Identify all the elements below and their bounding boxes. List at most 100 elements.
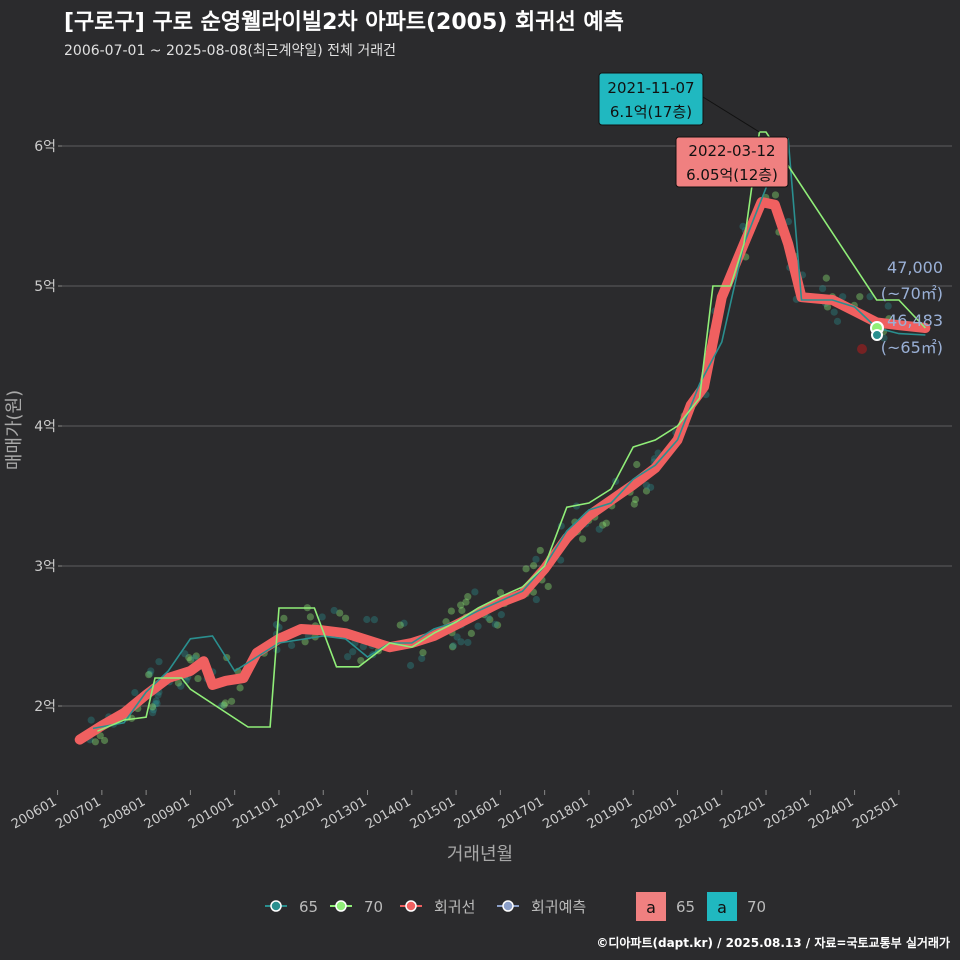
x-axis-ticks: 2006012007012008012009012010012011012012… xyxy=(9,790,901,832)
annotation-value-65: 6.05억(12층) xyxy=(686,166,778,184)
x-tick-label: 201201 xyxy=(275,794,325,832)
transaction-dot xyxy=(833,317,842,325)
x-tick-label: 201701 xyxy=(496,794,546,832)
y-tick-label: 3억 xyxy=(34,559,56,575)
transaction-dot xyxy=(301,638,309,646)
transaction-dot xyxy=(642,487,651,495)
transaction-dot xyxy=(406,661,415,670)
annotation-box-70 xyxy=(598,72,704,126)
transaction-dot xyxy=(218,702,226,710)
transaction-dot xyxy=(131,688,139,697)
annotation-date-70: 2021-11-07 xyxy=(607,79,694,97)
x-tick-label: 201501 xyxy=(408,794,458,832)
transaction-dot xyxy=(149,706,158,714)
transaction-dot xyxy=(557,556,565,564)
transaction-dot xyxy=(330,606,338,615)
transaction-dot xyxy=(288,641,296,649)
transaction-dot xyxy=(642,481,651,489)
transaction-dot xyxy=(151,700,159,708)
series-lines xyxy=(74,131,931,745)
transaction-dot xyxy=(344,653,352,661)
transaction-dot xyxy=(532,595,540,604)
x-tick-label: 202401 xyxy=(806,794,856,832)
legend-label-glyph: a xyxy=(646,898,656,917)
transaction-dot xyxy=(449,642,457,650)
transaction-dot xyxy=(839,293,847,301)
x-tick-label: 201801 xyxy=(540,794,590,832)
transaction-dot xyxy=(96,732,104,740)
transaction-dot xyxy=(419,649,427,657)
transaction-dot xyxy=(866,293,874,301)
legend: 65 70 회귀선 회귀예측 a 65 a 70 xyxy=(265,892,766,921)
annotation-value-70: 6.1억(17층) xyxy=(610,103,692,121)
transaction-dot xyxy=(464,593,472,601)
transaction-dot xyxy=(192,652,200,660)
chart-title: [구로구] 구로 순영웰라이빌2차 아파트(2005) 회귀선 예측 xyxy=(64,10,624,35)
x-tick-label: 200701 xyxy=(53,794,103,832)
transaction-dot xyxy=(602,519,610,527)
transaction-dot xyxy=(830,308,838,316)
x-tick-label: 202501 xyxy=(850,794,900,832)
prediction-label: 46,483 xyxy=(887,311,943,330)
y-tick-label: 6억 xyxy=(34,139,56,155)
legend-marker xyxy=(405,900,417,912)
annotation-box-65 xyxy=(675,136,789,188)
transaction-dot xyxy=(220,701,228,709)
prediction-label: (~65㎡) xyxy=(881,338,943,357)
transaction-dot xyxy=(771,191,780,199)
x-tick-label: 201901 xyxy=(585,794,635,832)
chart-subtitle: 2006-07-01 ~ 2025-08-08(최근계약일) 전체 거래건 xyxy=(64,43,396,59)
x-tick-label: 200601 xyxy=(9,794,59,832)
transaction-dot xyxy=(447,607,455,615)
x-tick-label: 200801 xyxy=(98,794,148,832)
legend-label: 65 xyxy=(299,898,318,916)
x-tick-label: 202201 xyxy=(718,794,768,832)
transaction-dot xyxy=(349,648,357,656)
transaction-dot xyxy=(462,598,470,606)
transaction-dot xyxy=(306,613,314,621)
x-tick-label: 201001 xyxy=(186,794,236,832)
transaction-dot xyxy=(318,613,326,621)
transaction-dot xyxy=(418,654,426,663)
transaction-dot xyxy=(496,589,505,597)
legend-label: 70 xyxy=(364,898,383,916)
y-axis-ticks: 2억 3억 4억 5억 6억 xyxy=(34,139,62,715)
legend-marker xyxy=(335,900,347,912)
x-axis-label: 거래년월 xyxy=(447,844,513,865)
transaction-dot xyxy=(221,699,229,707)
annotation-date-65: 2022-03-12 xyxy=(688,142,775,160)
legend-label-swatch xyxy=(707,892,737,921)
transaction-dot xyxy=(491,620,499,628)
transaction-dot xyxy=(227,697,236,705)
y-tick-label: 4억 xyxy=(34,419,56,435)
transaction-dot xyxy=(177,682,185,690)
transaction-dot xyxy=(630,500,638,508)
transaction-dot xyxy=(497,611,505,619)
outlier-marker xyxy=(857,344,867,354)
x-tick-label: 201601 xyxy=(452,794,502,832)
transaction-dot xyxy=(280,614,288,622)
transaction-dot xyxy=(474,622,482,630)
transaction-dot xyxy=(145,671,153,679)
transaction-dot xyxy=(631,495,640,504)
transaction-dot xyxy=(784,217,793,226)
transaction-dot xyxy=(153,700,161,708)
transaction-dot xyxy=(522,565,530,573)
legend-label: 70 xyxy=(747,898,766,916)
transaction-dot xyxy=(396,621,404,629)
transaction-dot xyxy=(363,615,371,624)
transaction-dot xyxy=(856,293,864,301)
transaction-dot xyxy=(236,684,244,692)
transaction-dot xyxy=(400,619,408,627)
transaction-dot xyxy=(448,643,457,651)
legend-marker xyxy=(270,900,282,912)
x-tick-label: 200901 xyxy=(142,794,192,832)
x-tick-label: 201401 xyxy=(363,794,413,832)
transaction-dot xyxy=(536,546,544,555)
transaction-dot xyxy=(458,606,466,615)
footer-credit: ©디아파트(dapt.kr) / 2025.08.13 / 자료=국토교통부 실… xyxy=(596,936,950,950)
transaction-dot xyxy=(155,658,163,666)
transaction-dot xyxy=(185,653,193,662)
transaction-dot xyxy=(370,616,378,624)
legend-label-glyph: a xyxy=(717,898,727,917)
